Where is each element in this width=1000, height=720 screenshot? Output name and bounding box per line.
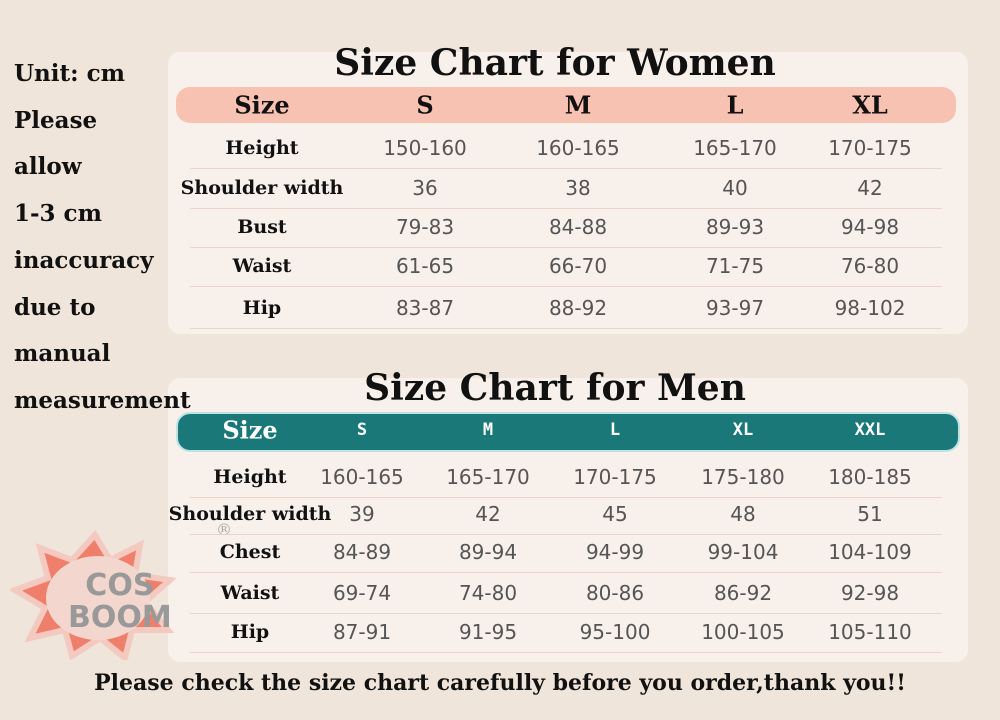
row-separator (190, 286, 942, 287)
row-separator (190, 652, 942, 653)
table-cell: 71-75 (705, 254, 765, 278)
table-cell: 39 (349, 502, 375, 526)
table-cell: 83-87 (395, 296, 455, 320)
table-cell: 165-170 (446, 465, 530, 489)
side-note-line: allow (14, 153, 82, 181)
row-label: Shoulder width (180, 177, 344, 199)
women-header-bar (176, 87, 956, 123)
row-label: Waist (232, 255, 292, 277)
table-cell: 87-91 (332, 620, 392, 644)
row-separator (190, 572, 942, 573)
table-cell: 150-160 (383, 136, 467, 160)
table-cell: 79-83 (395, 215, 455, 239)
header-cell: M (564, 90, 592, 120)
side-note-line: Unit: cm (14, 60, 125, 87)
table-cell: 51 (857, 502, 883, 526)
table-cell: 99-104 (707, 540, 779, 564)
table-cell: 160-165 (320, 465, 404, 489)
table-cell: 74-80 (458, 581, 518, 605)
row-label: Height (225, 137, 299, 159)
table-cell: 88-92 (548, 296, 608, 320)
table-cell: 93-97 (705, 296, 765, 320)
table-cell: 69-74 (332, 581, 392, 605)
row-label: Hip (230, 621, 270, 643)
row-label: Height (213, 466, 287, 488)
table-cell: 76-80 (840, 254, 900, 278)
side-note-line: 1-3 cm (14, 200, 102, 228)
table-cell: 165-170 (693, 136, 777, 160)
header-cell: S (356, 420, 368, 440)
table-cell: 89-94 (458, 540, 518, 564)
side-note-line: inaccuracy (14, 246, 154, 274)
table-cell: 92-98 (840, 581, 900, 605)
table-cell: 175-180 (701, 465, 785, 489)
header-cell: XL (852, 90, 888, 120)
table-cell: 42 (475, 502, 501, 526)
table-cell: 80-86 (585, 581, 645, 605)
table-cell: 180-185 (828, 465, 912, 489)
side-note-line: manual (14, 340, 111, 368)
table-cell: 170-175 (828, 136, 912, 160)
table-cell: 95-100 (579, 620, 651, 644)
table-cell: 36 (412, 176, 438, 200)
table-cell: 45 (602, 502, 628, 526)
table-cell: 104-109 (828, 540, 912, 564)
table-cell: 38 (565, 176, 591, 200)
table-cell: 105-110 (828, 620, 912, 644)
logo-line: BOOM (68, 600, 172, 635)
men-title: Size Chart for Men (364, 367, 746, 409)
row-label: Waist (220, 582, 280, 604)
side-note-line: Please (14, 106, 98, 134)
row-separator (190, 208, 942, 209)
row-separator (190, 534, 942, 535)
header-cell: Size (234, 90, 290, 120)
logo-burst (8, 530, 177, 664)
logo-text: COS BOOM (68, 570, 172, 634)
header-cell: S (416, 90, 434, 120)
table-cell: 94-99 (585, 540, 645, 564)
row-separator (190, 328, 942, 329)
table-cell: 84-88 (548, 215, 608, 239)
table-cell: 48 (730, 502, 756, 526)
side-note-line: measurement (14, 386, 191, 414)
row-separator (190, 247, 942, 248)
row-separator (190, 168, 942, 169)
women-title: Size Chart for Women (334, 42, 776, 84)
table-cell: 40 (722, 176, 748, 200)
row-separator (190, 497, 942, 498)
header-cell: Size (222, 415, 278, 445)
table-cell: 100-105 (701, 620, 785, 644)
table-cell: 66-70 (548, 254, 608, 278)
row-label: Shoulder width (168, 503, 332, 525)
header-cell: L (609, 420, 621, 440)
table-cell: 89-93 (705, 215, 765, 239)
logo (8, 530, 180, 664)
table-cell: 170-175 (573, 465, 657, 489)
header-cell: M (482, 420, 494, 440)
row-label: Hip (242, 297, 282, 319)
table-cell: 61-65 (395, 254, 455, 278)
header-cell: XL (732, 420, 754, 440)
header-cell: XXL (854, 420, 886, 440)
table-cell: 160-165 (536, 136, 620, 160)
men-header-bar (176, 412, 960, 452)
table-cell: 98-102 (834, 296, 906, 320)
table-cell: 94-98 (840, 215, 900, 239)
table-cell: 42 (857, 176, 883, 200)
side-note-line: due to (14, 293, 96, 321)
row-label: Bust (237, 216, 287, 238)
table-cell: 91-95 (458, 620, 518, 644)
footer: Please check the size chart carefully be… (94, 670, 906, 696)
row-label: Chest (219, 541, 281, 563)
table-cell: 86-92 (713, 581, 773, 605)
table-cell: 84-89 (332, 540, 392, 564)
header-cell: L (726, 90, 744, 120)
logo-line: COS (85, 568, 155, 603)
row-separator (190, 613, 942, 614)
